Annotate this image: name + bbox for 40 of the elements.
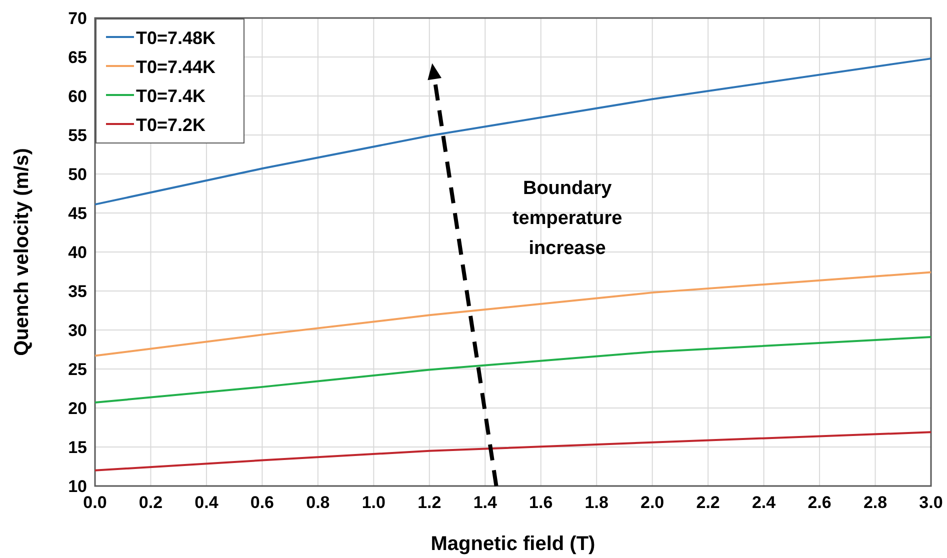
y-tick-label: 55 [68, 126, 87, 145]
x-tick-label: 2.8 [863, 493, 888, 512]
x-tick-label: 1.0 [362, 493, 386, 512]
line-series [94, 431, 932, 472]
x-tick-label: 2.2 [696, 493, 720, 512]
line-series [94, 336, 932, 404]
y-tick-label: 65 [68, 48, 87, 67]
y-tick-label: 20 [68, 399, 87, 418]
annotation: Boundary temperature increase [512, 178, 622, 259]
y-tick-label: 35 [68, 282, 87, 301]
legend-label: T0=7.4K [136, 86, 206, 106]
x-tick-label: 1.8 [584, 493, 608, 512]
y-tick-label: 50 [68, 165, 87, 184]
legend-label: T0=7.2K [136, 115, 206, 135]
y-tick-label: 25 [68, 360, 87, 379]
x-tick-label: 0.0 [83, 493, 107, 512]
y-tick-label: 40 [68, 243, 87, 262]
y-tick-label: 60 [68, 87, 87, 106]
x-tick-label: 2.6 [808, 493, 832, 512]
y-tick-label: 70 [68, 9, 87, 28]
legend-label: T0=7.48K [136, 28, 216, 48]
y-axis-title: Quench velocity (m/s) [11, 148, 33, 356]
x-tick-label: 0.4 [194, 493, 219, 512]
x-axis-title: Magnetic field (T) [430, 533, 596, 555]
y-tick-label: 30 [68, 321, 87, 340]
line-series [94, 271, 932, 357]
x-tick-label: 2.4 [752, 493, 776, 512]
y-tick-label: 45 [68, 204, 87, 223]
x-tick-label: 1.4 [473, 493, 498, 512]
x-tick-label: 0.2 [138, 493, 163, 512]
y-tick-label: 10 [68, 477, 87, 496]
x-tick-label: 3.0 [919, 493, 943, 512]
legend-label: T0=7.44K [136, 57, 216, 77]
x-tick-label: 0.6 [250, 493, 274, 512]
x-tick-label: 0.8 [306, 493, 330, 512]
y-tick-label: 15 [68, 438, 87, 457]
x-tick-label: 1.2 [418, 493, 442, 512]
x-tick-label: 2.0 [640, 493, 664, 512]
x-tick-label: 1.6 [529, 493, 553, 512]
line-series [94, 58, 932, 206]
